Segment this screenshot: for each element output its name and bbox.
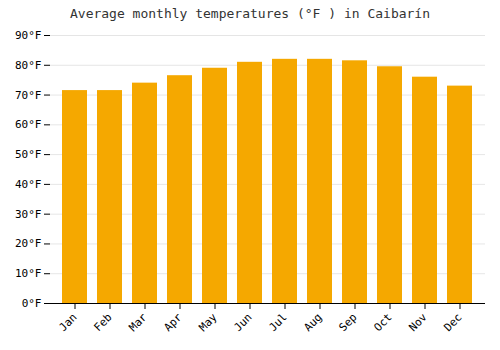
svg-text:50°F: 50°F [15,148,42,161]
svg-text:90°F: 90°F [15,29,42,42]
svg-text:10°F: 10°F [15,267,42,280]
svg-text:0°F: 0°F [22,297,42,310]
svg-text:Aug: Aug [301,311,324,334]
svg-text:30°F: 30°F [15,208,42,221]
svg-text:Jan: Jan [56,311,79,334]
svg-text:20°F: 20°F [15,237,42,250]
svg-text:May: May [196,310,220,334]
svg-text:80°F: 80°F [15,59,42,72]
svg-text:70°F: 70°F [15,89,42,102]
html-text:Average monthly temperatures (: Average monthly temperatures (°F ) in Ca… [70,6,430,21]
svg-text:Apr: Apr [161,310,185,334]
svg-text:Jun: Jun [231,311,254,334]
svg-text:Sep: Sep [336,311,359,334]
svg-text:Oct: Oct [371,311,394,334]
svg-text:Feb: Feb [91,311,114,334]
svg-text:Dec: Dec [441,311,464,334]
svg-text:Nov: Nov [406,310,430,334]
svg-text:60°F: 60°F [15,118,42,131]
svg-text:40°F: 40°F [15,178,42,191]
svg-text:Mar: Mar [126,310,150,334]
svg-text:Jul: Jul [266,311,289,334]
